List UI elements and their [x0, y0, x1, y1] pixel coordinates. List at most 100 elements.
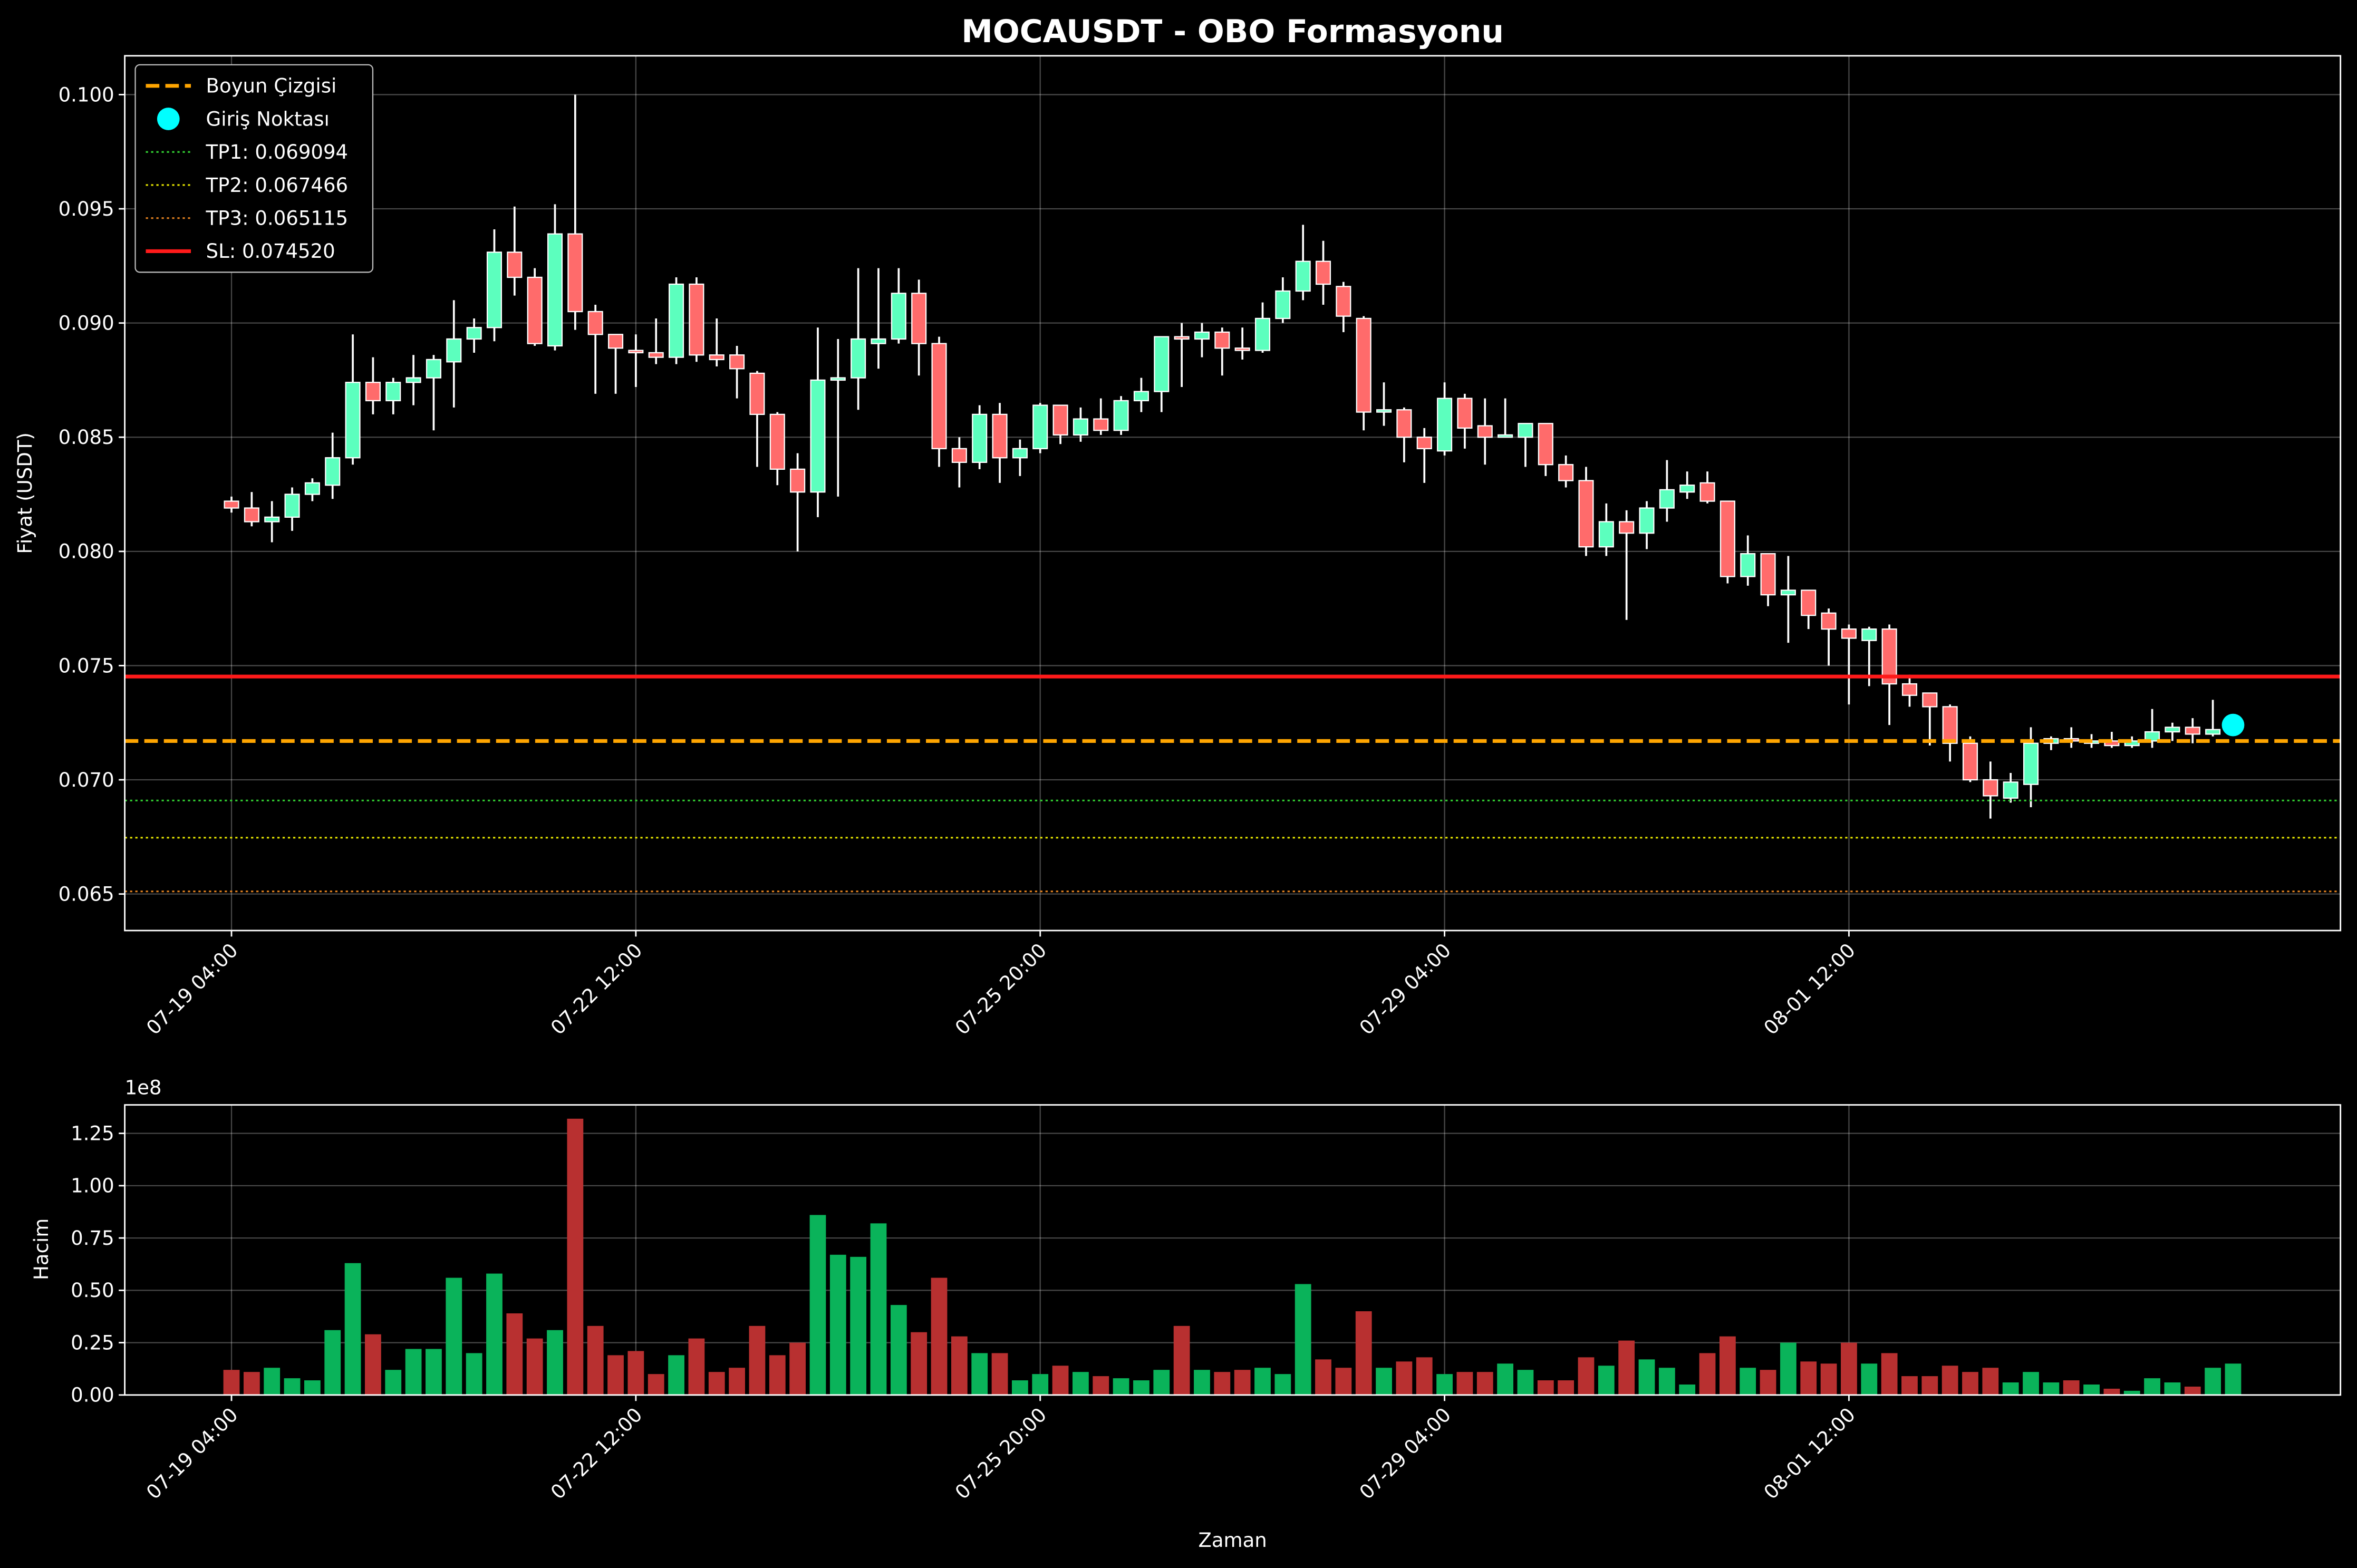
- volume-bar: [769, 1355, 786, 1395]
- candle-body: [1052, 404, 1068, 436]
- candle-body: [951, 448, 967, 463]
- candle-body: [1801, 589, 1817, 616]
- candle-body: [1821, 612, 1837, 630]
- volume-bar: [809, 1215, 826, 1395]
- volume-bar: [2144, 1378, 2160, 1395]
- volume-bar: [951, 1336, 968, 1395]
- volume-bar: [405, 1349, 422, 1395]
- volume-bar: [587, 1325, 604, 1395]
- candle-body: [1315, 260, 1331, 285]
- volume-bar: [991, 1353, 1008, 1395]
- volume-bar: [1173, 1325, 1190, 1395]
- volume-bar: [607, 1355, 624, 1395]
- volume-axis-label: Hacim: [30, 1218, 53, 1280]
- chart-title: MOCAUSDT - OBO Formasyonu: [961, 13, 1504, 50]
- volume-bar: [223, 1370, 240, 1395]
- volume-bar: [1254, 1368, 1271, 1395]
- volume-bar: [1820, 1363, 1837, 1395]
- volume-bar: [1476, 1372, 1493, 1395]
- volume-bar: [1982, 1368, 1999, 1395]
- legend-marker: [157, 108, 180, 130]
- volume-bar: [1436, 1374, 1453, 1395]
- y-tick-label: 0.095: [59, 198, 114, 220]
- candle-body: [1518, 423, 1533, 438]
- candle-body: [1073, 418, 1088, 436]
- candle-body: [264, 516, 280, 522]
- candle-body: [1498, 434, 1513, 438]
- candle-body: [527, 276, 543, 344]
- volume-bar: [324, 1330, 341, 1395]
- volume-bar: [1780, 1342, 1796, 1395]
- candle-body: [992, 413, 1008, 459]
- volume-bar: [1011, 1380, 1028, 1395]
- volume-bar: [1032, 1374, 1049, 1395]
- volume-bar: [1416, 1357, 1433, 1395]
- candle-body: [1962, 742, 1978, 781]
- volume-bar: [1638, 1359, 1655, 1395]
- candle-body: [891, 293, 906, 340]
- volume-bar: [1578, 1357, 1595, 1395]
- volume-bar: [1618, 1340, 1635, 1395]
- candle-body: [224, 500, 239, 509]
- candle-body: [1901, 683, 1918, 696]
- volume-bar: [1740, 1368, 1756, 1395]
- volume-bar: [708, 1372, 725, 1395]
- candle-body: [972, 413, 988, 463]
- volume-bar: [1537, 1380, 1554, 1395]
- candle-body: [2165, 727, 2180, 733]
- volume-bar: [1598, 1366, 1615, 1395]
- candle-body: [2023, 742, 2039, 785]
- candle-body: [1659, 489, 1675, 509]
- y-tick-label: 0.085: [59, 426, 114, 449]
- volume-bar: [1941, 1366, 1958, 1395]
- volume-bar: [1355, 1311, 1372, 1395]
- volume-bar: [1962, 1372, 1978, 1395]
- candle-body: [507, 251, 523, 278]
- volume-bar: [567, 1118, 584, 1395]
- y-tick-label: 0.100: [59, 83, 114, 106]
- candle-body: [628, 350, 644, 354]
- candle-body: [1639, 507, 1655, 534]
- volume-bar: [1760, 1370, 1776, 1395]
- candle-body: [1133, 391, 1149, 402]
- axes-frame: [124, 55, 2342, 932]
- volume-bar: [1558, 1380, 1574, 1395]
- volume-bar: [526, 1338, 543, 1395]
- candle-body: [1679, 485, 1695, 493]
- candle-body: [365, 382, 381, 402]
- volume-bar: [2043, 1382, 2060, 1395]
- y-axis-label: Fiyat (USDT): [14, 432, 36, 554]
- volume-bar: [2103, 1388, 2120, 1395]
- candle-body: [769, 413, 785, 470]
- volume-bar: [627, 1351, 644, 1395]
- candle-body: [1376, 409, 1392, 413]
- candle-body: [1396, 409, 1412, 438]
- candle-body: [587, 311, 603, 335]
- candle-body: [2124, 740, 2140, 747]
- candle-body: [871, 338, 886, 344]
- volume-bar: [1396, 1361, 1413, 1395]
- volume-bar: [243, 1372, 260, 1395]
- entry-point: [2221, 713, 2245, 737]
- candle-body: [749, 372, 765, 415]
- legend-label: TP2: 0.067466: [206, 174, 349, 197]
- candle-body: [1032, 404, 1048, 450]
- candle-body: [1214, 331, 1230, 349]
- volume-bar: [1295, 1284, 1311, 1395]
- volume-bar: [2023, 1372, 2039, 1395]
- volume-bar: [1800, 1361, 1817, 1395]
- candle-body: [466, 327, 482, 340]
- volume-bar: [1456, 1372, 1473, 1395]
- volume-bar: [547, 1330, 563, 1395]
- volume-offset-label: 1e8: [125, 1077, 162, 1099]
- volume-bar: [1901, 1376, 1918, 1395]
- volume-bar: [1376, 1368, 1392, 1395]
- candle-body: [669, 283, 684, 358]
- volume-bar: [1679, 1384, 1696, 1395]
- candle-body: [2145, 731, 2160, 742]
- candle-body: [1983, 779, 1998, 797]
- volume-bar: [829, 1254, 846, 1395]
- candle-body: [1578, 480, 1594, 548]
